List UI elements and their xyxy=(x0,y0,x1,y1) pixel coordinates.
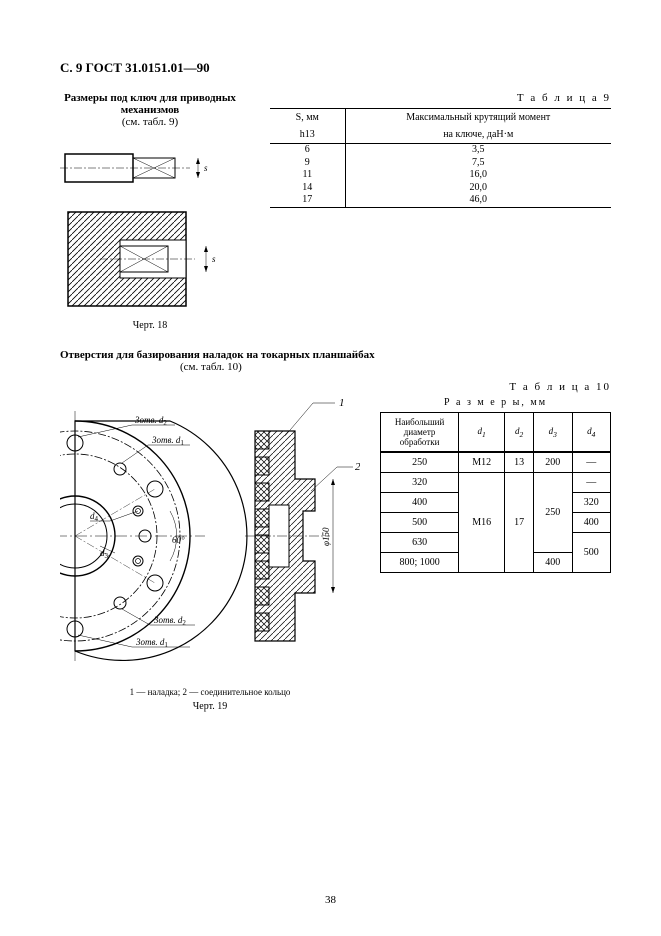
t10-h-d2s: 2 xyxy=(519,429,523,438)
t10-r2c3: 17 xyxy=(505,473,534,573)
t10-r2c5: — xyxy=(572,473,611,493)
t10-r3c1: 400 xyxy=(381,493,459,513)
page-header: С. 9 ГОСТ 31.0151.01—90 xyxy=(60,60,611,76)
table9-label: Т а б л и ц а 9 xyxy=(270,92,611,104)
t9-r1c1: 6 xyxy=(270,144,345,157)
t9-r3c1: 11 xyxy=(270,169,345,182)
t9-r2c1: 9 xyxy=(270,157,345,170)
lbl-a3s: 4 xyxy=(95,515,99,523)
t10-r6c4: 400 xyxy=(534,553,572,573)
lbl-a6: 3отв. d xyxy=(135,637,165,647)
s-label: s xyxy=(204,163,208,173)
t10-r5c5: 500 xyxy=(572,533,611,573)
callout-1: 1 xyxy=(339,397,345,409)
t9-r3c2: 16,0 xyxy=(345,169,611,182)
table-10: Наибольший диаметр обработки d1 d2 d3 d4… xyxy=(380,412,611,573)
s-label2: s xyxy=(212,254,216,264)
t10-h-d3s: 3 xyxy=(553,429,557,438)
lbl-a5: 3отв. d xyxy=(153,615,183,625)
figure-19-caption: Черт. 19 xyxy=(60,701,360,712)
section2-title: Отверстия для базирования наладок на ток… xyxy=(60,349,611,361)
lbl-a1: 3отв. d xyxy=(134,415,164,425)
section1-sub: (см. табл. 9) xyxy=(60,116,240,128)
t9-r5c2: 46,0 xyxy=(345,194,611,207)
lbl-a5s: 2 xyxy=(182,619,186,627)
t10-r1c4: 200 xyxy=(534,452,572,473)
t9-r5c1: 17 xyxy=(270,194,345,207)
t10-r1c3: 13 xyxy=(505,452,534,473)
table-9: S, мм Максимальный крутящий момент h13 н… xyxy=(270,108,611,208)
callout-2: 2 xyxy=(355,461,360,473)
figure-18-caption: Черт. 18 xyxy=(60,320,240,331)
t10-r1c5: — xyxy=(572,452,611,473)
lbl-a4s: 3 xyxy=(105,552,109,560)
section2-sub: (см. табл. 10) xyxy=(180,361,611,373)
table10-label: Т а б л и ц а 10 xyxy=(380,381,611,393)
t10-r4c1: 500 xyxy=(381,513,459,533)
t10-r1c1: 250 xyxy=(381,452,459,473)
t10-r2c1: 320 xyxy=(381,473,459,493)
figure-18b: s xyxy=(60,204,220,314)
angle-60: 60° xyxy=(172,535,185,545)
page-number: 38 xyxy=(0,894,661,906)
t9-r4c2: 20,0 xyxy=(345,182,611,195)
table10-dim-title: Р а з м е р ы, мм xyxy=(380,397,611,408)
t10-r3c5: 320 xyxy=(572,493,611,513)
t10-r1c2: M12 xyxy=(459,452,505,473)
section1-title: Размеры под ключ для приводных механизмо… xyxy=(60,92,240,116)
t10-r4c5: 400 xyxy=(572,513,611,533)
lbl-a2s: 1 xyxy=(180,439,184,447)
t10-h-diam: Наибольший диаметр обработки xyxy=(381,413,459,453)
t9-h1l1: S, мм xyxy=(296,112,319,123)
figure-19: 60° 3отв. d2 3отв. d1 d4 d3 3отв. d2 xyxy=(60,381,360,681)
figure-18a: s xyxy=(60,134,220,196)
lbl-a2: 3отв. d xyxy=(151,435,181,445)
t10-r2c2: M16 xyxy=(459,473,505,573)
t9-h2l2: на ключе, даН·м xyxy=(443,129,513,140)
t9-r4c1: 14 xyxy=(270,182,345,195)
t10-r6c1: 800; 1000 xyxy=(381,553,459,573)
t10-r5c1: 630 xyxy=(381,533,459,553)
t9-r2c2: 7,5 xyxy=(345,157,611,170)
lbl-a1s: 2 xyxy=(163,419,167,427)
t10-r2c4: 250 xyxy=(534,473,572,553)
phi150: φ150 xyxy=(321,527,331,546)
t10-h-d1s: 1 xyxy=(482,429,486,438)
figure-19-legend: 1 — наладка; 2 — соединительное кольцо xyxy=(60,687,360,697)
t9-r1c2: 3,5 xyxy=(345,144,611,157)
t10-h-d4s: 4 xyxy=(592,429,596,438)
t9-h1l2: h13 xyxy=(300,129,315,140)
t9-h2l1: Максимальный крутящий момент xyxy=(406,112,550,123)
lbl-a6s: 1 xyxy=(164,641,168,649)
